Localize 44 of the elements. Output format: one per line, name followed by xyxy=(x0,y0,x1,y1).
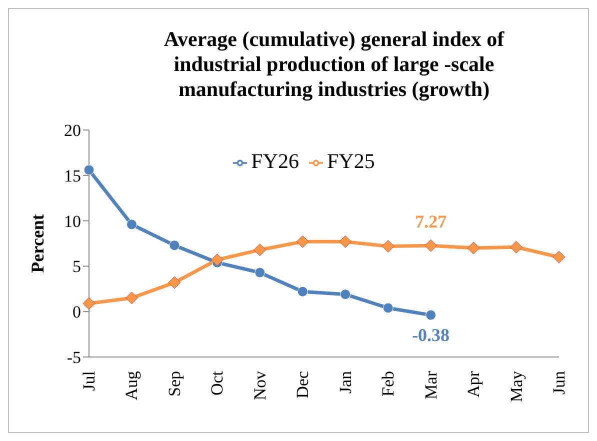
point xyxy=(168,276,181,289)
point xyxy=(254,267,266,278)
y-tick-label: 0 xyxy=(72,302,81,322)
point xyxy=(382,302,394,314)
y-tick-label: 10 xyxy=(64,212,81,231)
data-label: 7.27 xyxy=(415,212,447,232)
point xyxy=(126,219,137,230)
point xyxy=(297,286,308,297)
x-tick-label: Feb xyxy=(378,371,398,396)
point xyxy=(84,164,94,176)
y-tick-label: 15 xyxy=(64,166,81,186)
point xyxy=(339,235,352,248)
data-label: -0.38 xyxy=(412,325,450,346)
x-tick-label: Jan xyxy=(336,370,355,394)
y-tick-label: 5 xyxy=(72,257,81,276)
point xyxy=(552,250,566,264)
y-tick-label: -5 xyxy=(66,348,81,368)
x-tick-label: Nov xyxy=(250,370,270,400)
point xyxy=(426,310,436,320)
x-tick-label: Oct xyxy=(208,370,227,396)
legend-label: FY25 xyxy=(327,149,375,173)
x-tick-label: May xyxy=(506,370,526,402)
point xyxy=(340,289,351,300)
legend-label: FY26 xyxy=(251,149,299,173)
point xyxy=(254,244,266,256)
point xyxy=(210,254,224,266)
y-tick-label: 20 xyxy=(64,121,81,140)
x-tick-label: Dec xyxy=(293,370,312,398)
y-axis-title: Percent xyxy=(27,214,48,273)
x-tick-label: Apr xyxy=(464,370,484,398)
point xyxy=(82,297,96,310)
x-tick-label: Jul xyxy=(80,370,98,391)
chart-title: Average (cumulative) general index of industrial production of large -scale manufacturing industries (growth) xyxy=(162,27,506,102)
x-tick-label: Jun xyxy=(550,370,568,395)
x-tick-label: Mar xyxy=(421,370,440,400)
point xyxy=(467,242,480,254)
point xyxy=(296,235,309,248)
point xyxy=(382,240,394,252)
x-tick-label: Aug xyxy=(122,370,142,400)
point xyxy=(169,240,180,251)
x-tick-label: Sep xyxy=(164,371,184,396)
point xyxy=(125,292,138,304)
point xyxy=(510,240,523,254)
point xyxy=(424,239,438,252)
